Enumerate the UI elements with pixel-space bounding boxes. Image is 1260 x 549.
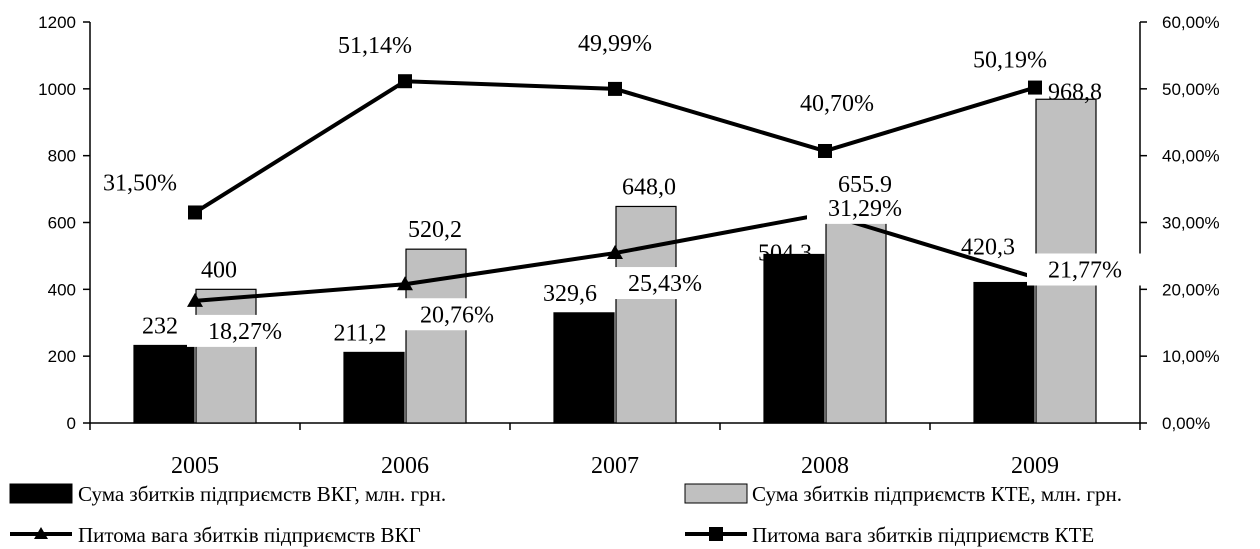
y-tick-label-right: 0,00% (1162, 414, 1210, 433)
y-tick-label-right: 10,00% (1162, 347, 1220, 366)
bar-kte (825, 203, 887, 424)
data-label-kte-line: 49,99% (578, 31, 652, 57)
legend-label-vkg: Сума збитків підприємств ВКГ, млн. грн. (78, 482, 446, 506)
legend-marker-vkg (34, 527, 48, 539)
legend-swatch-kte (684, 483, 748, 504)
data-label-kte: 400 (201, 257, 237, 283)
marker-vkg (397, 276, 413, 291)
data-label-vkg-bg (607, 267, 723, 300)
data-label-vkg: 232 (142, 313, 178, 339)
bar-vkg (763, 253, 825, 424)
legend-label-vkg-share: Питома вага збитків підприємств ВКГ (78, 523, 421, 547)
y-tick-label-left: 1000 (38, 80, 76, 99)
y-tick-label-left: 0 (67, 414, 76, 433)
y-tick-label-left: 200 (48, 347, 76, 366)
data-label-vkg: 211,2 (333, 320, 386, 346)
data-label-vkg-bg (187, 314, 303, 347)
y-tick-label-right: 30,00% (1162, 214, 1220, 233)
data-label-vkg-line: 20,76% (420, 302, 494, 328)
legend-marker-kte (709, 527, 723, 541)
marker-kte (398, 74, 412, 89)
data-label-vkg: 504,3 (758, 240, 812, 266)
data-label-kte: 968,8 (1048, 79, 1102, 105)
data-label-kte-line: 40,70% (800, 91, 874, 117)
x-tick-label: 2008 (801, 453, 849, 479)
marker-vkg (187, 292, 203, 307)
marker-kte (608, 81, 622, 96)
data-label-kte-line: 50,19% (973, 48, 1047, 74)
data-label-vkg-bg (399, 298, 515, 331)
data-label-vkg-line: 25,43% (628, 271, 702, 297)
y-tick-label-right: 20,00% (1162, 280, 1220, 299)
bar-kte (195, 288, 257, 424)
legend-label-kte: Сума збитків підприємств КТЕ, млн. грн. (752, 482, 1122, 506)
data-label-vkg-line: 21,77% (1048, 258, 1122, 284)
bar-vkg (553, 312, 615, 424)
legend-swatch-vkg (9, 483, 73, 504)
data-label-vkg: 329,6 (543, 281, 597, 307)
data-label-vkg-bg (1027, 253, 1143, 286)
y-tick-label-left: 400 (48, 280, 76, 299)
marker-kte (818, 143, 832, 158)
x-tick-label: 2006 (381, 453, 429, 479)
x-tick-label: 2007 (591, 453, 639, 479)
data-label-kte-line: 51,14% (338, 33, 412, 59)
marker-kte (1028, 80, 1042, 95)
x-tick-label: 2005 (171, 453, 219, 479)
y-tick-label-left: 1200 (38, 13, 76, 32)
bar-vkg (973, 281, 1035, 424)
y-tick-label-right: 50,00% (1162, 80, 1220, 99)
marker-vkg (607, 245, 623, 260)
data-label-vkg: 420,3 (961, 235, 1015, 261)
data-label-vkg-line: 31,29% (828, 196, 902, 222)
bar-vkg (133, 344, 195, 424)
data-label-vkg-bg (807, 191, 923, 224)
y-tick-label-left: 800 (48, 147, 76, 166)
legend-label-kte-share: Питома вага збитків підприємств КТЕ (752, 523, 1094, 547)
marker-kte (188, 205, 202, 220)
data-label-kte-line: 31,50% (103, 170, 177, 196)
data-label-vkg-line: 18,27% (208, 319, 282, 345)
bar-kte (615, 205, 677, 424)
y-tick-label-left: 600 (48, 214, 76, 233)
data-label-kte: 648,0 (622, 174, 676, 200)
data-label-kte: 520,2 (408, 217, 462, 243)
bar-vkg (343, 351, 405, 424)
y-tick-label-right: 40,00% (1162, 147, 1220, 166)
y-tick-label-right: 60,00% (1162, 13, 1220, 32)
x-tick-label: 2009 (1011, 453, 1059, 479)
